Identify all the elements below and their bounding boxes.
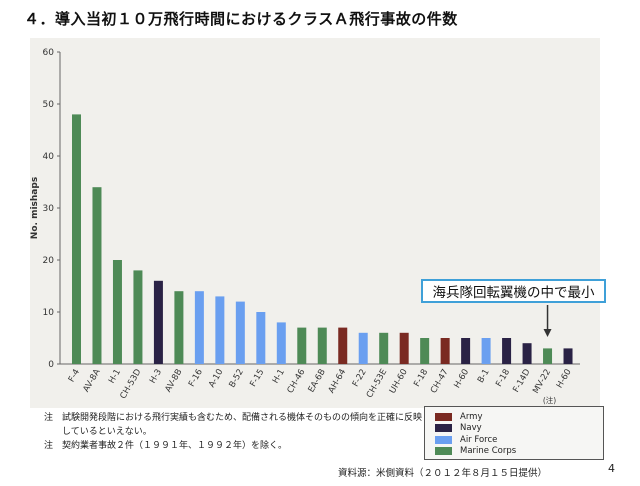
- y-tick-label: 60: [43, 48, 55, 58]
- footnote-mark: 注: [44, 413, 54, 423]
- x-tick-label: F-16: [187, 368, 205, 389]
- x-tick-label: F-15: [248, 368, 266, 389]
- x-tick-label: AH-64: [327, 368, 349, 396]
- callout-label: 海兵隊回転翼機の中で最小: [421, 279, 606, 303]
- legend-item-navy: Navy: [435, 423, 603, 435]
- x-tick-label: AV-8B: [163, 367, 184, 394]
- chart-legend: Army Navy Air Force Marine Corps: [424, 406, 604, 460]
- bar: [297, 327, 307, 364]
- source-credit: 資料源：米側資料（２０１２年８月１５日提供）: [338, 468, 548, 479]
- bar: [461, 338, 471, 364]
- bar: [235, 301, 245, 364]
- bar: [92, 187, 102, 364]
- y-tick-label: 0: [48, 360, 54, 370]
- bar: [276, 322, 286, 364]
- legend-item-air-force: Air Force: [435, 434, 603, 446]
- legend-swatch: [435, 435, 452, 444]
- bar: [338, 327, 348, 364]
- x-tick-label: H-3: [148, 368, 164, 386]
- x-tick-label: F-4: [67, 368, 82, 385]
- bar: [174, 291, 184, 364]
- footnote-text: 試験開発段階における飛行実績も含むため、配備される機体そのものの傾向を正確に反映…: [62, 413, 423, 437]
- x-tick-label: B-52: [227, 368, 246, 390]
- legend-label: Navy: [460, 423, 482, 434]
- footnote-mark: 注: [44, 441, 54, 451]
- x-tick-label: F-18: [412, 368, 430, 389]
- callout-arrow-head: [543, 329, 552, 337]
- bar: [215, 296, 225, 364]
- x-tick-label: H-60: [452, 368, 471, 391]
- footnotes: 注 試験開発段階における飛行実績も含むため、配備される機体そのものの傾向を正確に…: [44, 411, 424, 453]
- bar: [420, 338, 430, 364]
- footnote: 注 試験開発段階における飛行実績も含むため、配備される機体そのものの傾向を正確に…: [44, 411, 424, 439]
- x-tick-label: UH-60: [388, 368, 410, 396]
- bar: [543, 348, 553, 364]
- legend-item-army: Army: [435, 411, 603, 423]
- page-title: ４．導入当初１０万飛行時間におけるクラスＡ飛行事故の件数: [24, 10, 458, 28]
- bar: [358, 332, 368, 364]
- bar: [481, 338, 491, 364]
- annotation-note: (注): [543, 395, 556, 405]
- bar: [153, 280, 163, 364]
- y-tick-label: 40: [43, 152, 55, 162]
- y-tick-label: 10: [43, 308, 55, 318]
- x-tick-label: B-1: [476, 368, 492, 385]
- footnote-text: 契約業者事故２件（１９９１年、１９９２年）を除く。: [62, 441, 288, 451]
- x-tick-label: F-18: [494, 368, 512, 389]
- bar: [440, 338, 450, 364]
- bar: [112, 260, 122, 364]
- page-number: 4: [608, 462, 615, 475]
- x-tick-label: H-60: [555, 368, 574, 391]
- legend-label: Air Force: [460, 434, 498, 445]
- bar: [563, 348, 573, 364]
- x-tick-label: H-1: [107, 368, 123, 386]
- legend-swatch: [435, 424, 452, 433]
- bar: [72, 114, 81, 365]
- x-tick-label: MV-22: [531, 368, 553, 396]
- bar: [317, 327, 327, 364]
- footnote: 注 契約業者事故２件（１９９１年、１９９２年）を除く。: [44, 439, 424, 453]
- bar: [502, 338, 512, 364]
- legend-swatch: [435, 447, 452, 456]
- bar: [256, 312, 266, 364]
- bar: [133, 270, 143, 364]
- x-tick-label: H-1: [271, 368, 287, 386]
- legend-swatch: [435, 412, 452, 421]
- bar: [379, 332, 389, 364]
- y-tick-label: 20: [43, 256, 55, 266]
- bar: [194, 291, 204, 364]
- x-tick-label: F-22: [351, 368, 369, 389]
- legend-label: Army: [460, 411, 483, 422]
- x-tick-label: EA-6B: [307, 367, 328, 394]
- bar: [399, 332, 409, 364]
- x-tick-label: F-14D: [511, 367, 533, 394]
- y-axis-label: No. mishaps: [30, 177, 40, 239]
- x-tick-label: CH-46: [286, 368, 308, 396]
- bar: [522, 343, 532, 364]
- y-tick-label: 50: [43, 100, 55, 110]
- legend-item-marine-corps: Marine Corps: [435, 446, 603, 458]
- legend-label: Marine Corps: [460, 446, 517, 457]
- x-tick-label: AV-8A: [81, 367, 102, 394]
- y-tick-label: 30: [43, 204, 55, 214]
- x-tick-label: CH-47: [429, 368, 451, 396]
- x-tick-label: A-10: [207, 368, 225, 390]
